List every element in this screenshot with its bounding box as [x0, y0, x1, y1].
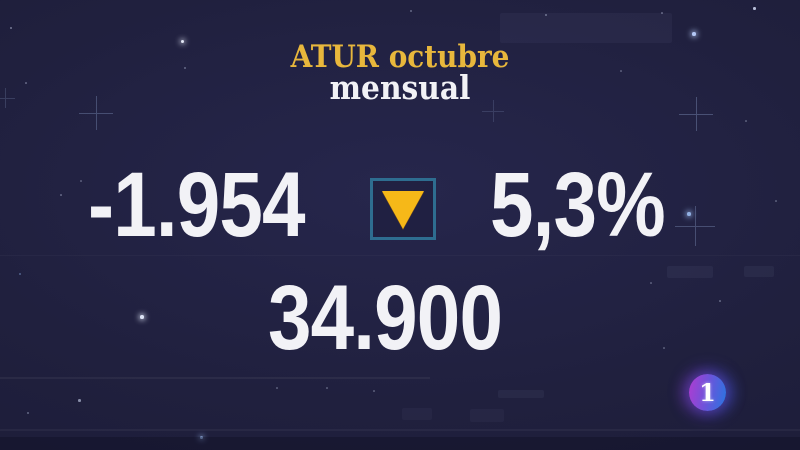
- change-absolute-value: -1.954: [88, 154, 305, 256]
- background-star-icon: [27, 412, 29, 414]
- background-glitch-panel: [667, 266, 713, 278]
- background-star-icon: [663, 347, 665, 349]
- background-star-icon: [10, 27, 12, 29]
- background-star-icon: [60, 194, 62, 196]
- background-glitch-panel: [744, 266, 774, 277]
- channel-logo-la1: 1: [689, 374, 726, 411]
- graphic-title: ATUR octubre: [290, 39, 510, 75]
- background-star-icon: [687, 212, 691, 216]
- background-star-icon: [753, 7, 756, 10]
- background-star-icon: [410, 10, 412, 12]
- background-star-icon: [719, 300, 721, 302]
- background-cross-icon: [0, 88, 15, 108]
- background-star-icon: [25, 82, 27, 84]
- background-star-icon: [78, 399, 81, 402]
- background-star-icon: [19, 273, 21, 275]
- background-star-icon: [181, 40, 184, 43]
- down-indicator-box: [370, 178, 436, 240]
- change-percent-value: 5,3%: [490, 154, 666, 256]
- background-cross-icon: [482, 100, 504, 122]
- background-star-icon: [140, 315, 144, 319]
- background-star-icon: [650, 282, 652, 284]
- channel-logo-number: 1: [699, 377, 716, 407]
- background-star-icon: [545, 14, 547, 16]
- background-star-icon: [373, 390, 375, 392]
- graphic-subtitle: mensual: [329, 68, 471, 107]
- background-glitch-panel: [470, 409, 504, 422]
- background-cross-icon: [79, 96, 113, 130]
- background-glitch-line: [0, 437, 800, 450]
- background-star-icon: [620, 70, 622, 72]
- down-triangle-icon: [382, 191, 424, 229]
- background-star-icon: [745, 120, 747, 122]
- background-star-icon: [184, 67, 186, 69]
- total-value: 34.900: [268, 267, 503, 369]
- background-glitch-line: [0, 377, 430, 379]
- background-glitch-panel: [498, 390, 544, 398]
- background-star-icon: [326, 387, 328, 389]
- background-star-icon: [80, 180, 82, 182]
- background-star-icon: [276, 387, 278, 389]
- background-cross-icon: [679, 97, 713, 131]
- background-star-icon: [775, 200, 777, 202]
- background-star-icon: [692, 32, 696, 36]
- background-glitch-panel: [402, 408, 432, 420]
- background-star-icon: [200, 436, 203, 439]
- background-glitch-panel: [500, 13, 672, 43]
- background-cross-icon: [675, 206, 715, 246]
- background-star-icon: [661, 12, 663, 14]
- background-glitch-line: [0, 429, 800, 431]
